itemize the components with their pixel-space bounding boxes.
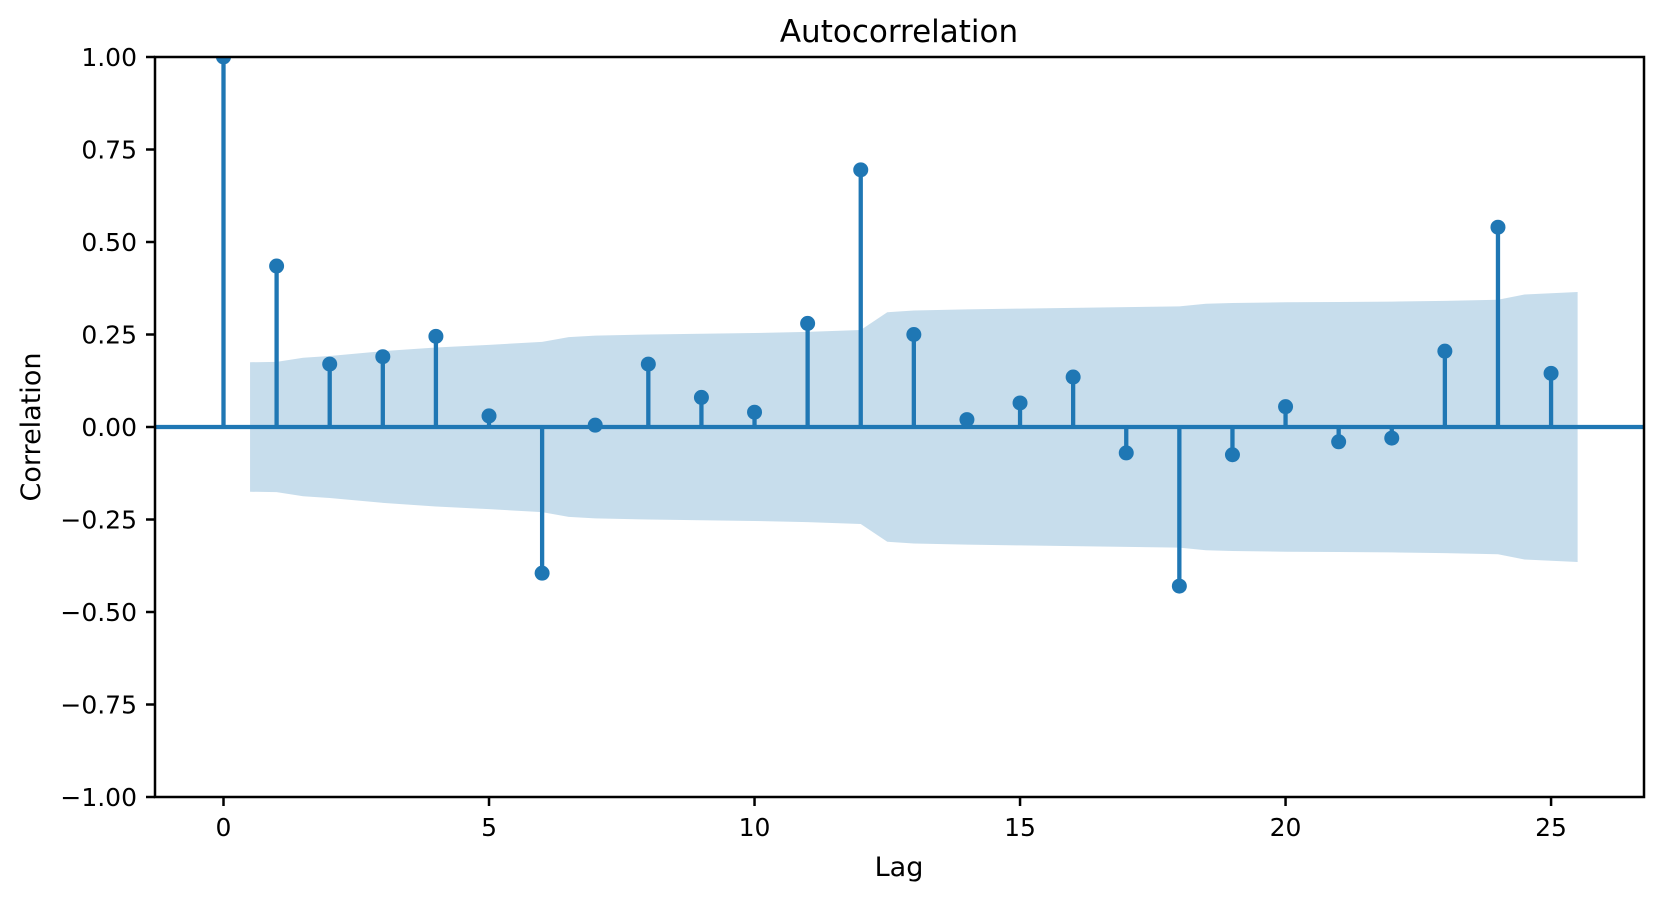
stem-marker xyxy=(1224,447,1240,463)
stem-marker xyxy=(1331,434,1347,450)
y-tick-label: 0.75 xyxy=(81,136,137,165)
y-axis-label: Correlation xyxy=(16,353,47,502)
stem-marker xyxy=(216,57,232,65)
stem-marker xyxy=(1278,399,1294,415)
x-axis-label: Lag xyxy=(875,852,924,883)
stem-marker xyxy=(1543,365,1559,381)
y-tick-label: 0.00 xyxy=(81,413,137,442)
x-tick-label: 20 xyxy=(1270,813,1302,842)
stem-marker xyxy=(640,356,656,372)
stem-marker xyxy=(1118,445,1134,461)
stem-marker xyxy=(693,389,709,405)
stem-marker xyxy=(853,162,869,178)
stem-marker xyxy=(428,328,444,344)
chart-title: Autocorrelation xyxy=(780,14,1018,50)
x-tick-label: 15 xyxy=(1004,813,1036,842)
y-tick-label: 0.25 xyxy=(81,321,137,350)
tick-label-layer: 0 5 10 15 20 25 1.00 0.75 0.50 0.25 0.00 −0.25 −0.50… xyxy=(60,43,1567,842)
y-tick-label: 0.50 xyxy=(81,228,137,257)
y-tick-label: −0.75 xyxy=(60,691,137,720)
stem-marker xyxy=(375,349,391,365)
y-tick-label: −0.25 xyxy=(60,506,137,535)
stem-marker xyxy=(1065,369,1081,385)
stem-marker xyxy=(534,565,550,581)
y-tick-label: −0.50 xyxy=(60,598,137,627)
stem-marker xyxy=(1171,578,1187,594)
stem-plot-layer xyxy=(155,57,1644,594)
stem-marker xyxy=(1490,219,1506,235)
x-tick-label: 10 xyxy=(739,813,771,842)
stem-marker xyxy=(1437,343,1453,359)
stem-marker xyxy=(322,356,338,372)
y-tick-label: 1.00 xyxy=(81,43,137,72)
y-tick-label: −1.00 xyxy=(60,783,137,812)
stem-marker xyxy=(269,258,285,274)
stem-marker xyxy=(587,417,603,433)
stem-marker xyxy=(959,412,975,428)
x-tick-label: 5 xyxy=(481,813,497,842)
stem-marker xyxy=(906,327,922,342)
x-tick-label: 0 xyxy=(216,813,232,842)
stem-marker xyxy=(1384,430,1400,446)
stem-marker xyxy=(481,408,497,424)
axes-layer xyxy=(146,55,1646,806)
stem-marker xyxy=(800,315,816,331)
x-tick-label: 25 xyxy=(1535,813,1567,842)
stem-marker xyxy=(1012,395,1028,411)
stem-marker xyxy=(747,404,763,420)
